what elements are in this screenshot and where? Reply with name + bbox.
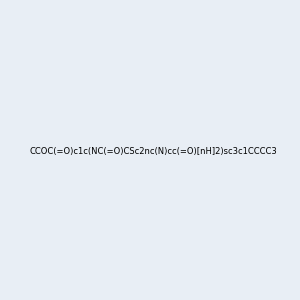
Text: CCOC(=O)c1c(NC(=O)CSc2nc(N)cc(=O)[nH]2)sc3c1CCCC3: CCOC(=O)c1c(NC(=O)CSc2nc(N)cc(=O)[nH]2)s… — [30, 147, 278, 156]
